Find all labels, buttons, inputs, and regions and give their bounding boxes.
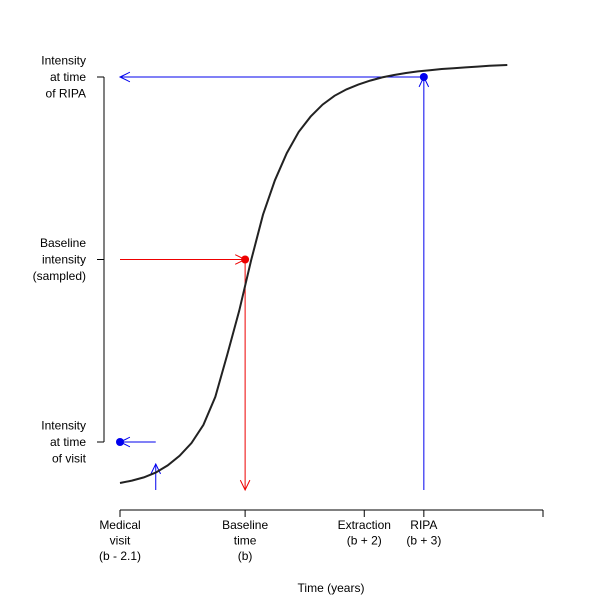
guide-arrow bbox=[418, 75, 430, 490]
curve-layer bbox=[119, 64, 508, 484]
x-tick-label: time bbox=[234, 534, 257, 548]
y-tick-label: of visit bbox=[52, 452, 87, 466]
y-tick-label: (sampled) bbox=[33, 269, 86, 283]
data-point bbox=[419, 73, 428, 81]
y-tick-label: of RIPA bbox=[46, 87, 86, 101]
guide-arrow bbox=[150, 462, 161, 490]
guide-arrow bbox=[118, 436, 156, 448]
y-tick-label: at time bbox=[50, 70, 86, 84]
x-tick-label: (b + 2) bbox=[347, 534, 382, 548]
y-tick-label: at time bbox=[50, 435, 86, 449]
x-tick-label: Extraction bbox=[338, 518, 391, 532]
y-tick-label: Intensity bbox=[41, 54, 86, 68]
guide-arrows bbox=[118, 71, 430, 492]
x-tick-label: visit bbox=[110, 534, 131, 548]
points-layer bbox=[116, 73, 428, 446]
x-tick-label: (b) bbox=[238, 549, 253, 563]
data-point bbox=[241, 255, 250, 264]
x-tick-label: (b + 3) bbox=[406, 534, 441, 548]
arrow-head bbox=[118, 71, 131, 83]
arrow-head bbox=[239, 479, 251, 492]
data-point bbox=[116, 438, 124, 446]
x-axis-label: Time (years) bbox=[298, 581, 365, 595]
guide-arrow bbox=[118, 71, 424, 83]
y-tick-label: Baseline bbox=[40, 236, 86, 250]
x-tick-label: Baseline bbox=[222, 518, 268, 532]
y-tick-label: Intensity bbox=[41, 419, 86, 433]
y-tick-label: intensity bbox=[42, 253, 86, 267]
x-tick-label: Medical bbox=[99, 518, 140, 532]
axes: Intensity at time of visit Baseline intensit… bbox=[33, 54, 544, 563]
guide-arrow bbox=[120, 254, 247, 265]
x-tick-label: RIPA bbox=[410, 518, 437, 532]
x-tick-label: (b - 2.1) bbox=[99, 549, 141, 563]
guide-arrow bbox=[239, 259, 251, 492]
curve-line bbox=[119, 64, 508, 484]
